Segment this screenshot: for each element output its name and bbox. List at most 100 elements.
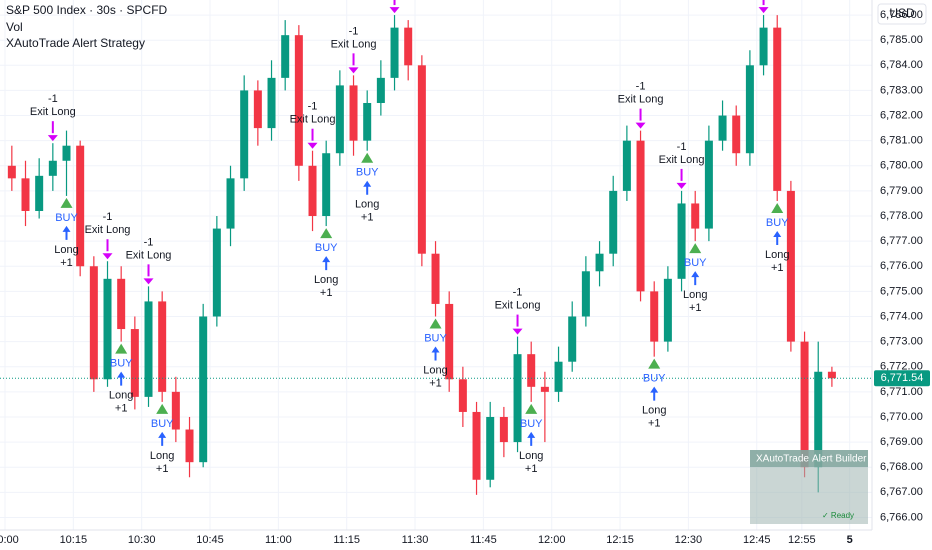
signal-qty: +1 [429,377,442,389]
candle-body [786,190,795,342]
candle-body [568,316,577,362]
exit-marker [676,182,687,189]
candle-body [814,371,823,468]
x-tick-label: 12:30 [675,534,703,546]
signal-qty: -1 [103,211,113,223]
candle-body [185,429,194,463]
signal-qty: +1 [361,212,374,224]
candle-body [158,301,167,392]
exit-marker [307,142,318,149]
candle-body [595,253,604,272]
buy-marker [361,152,374,163]
signal-qty: +1 [689,302,702,314]
signal-qty: -1 [677,141,687,153]
exit-arrow [762,0,765,6]
buy-arrow [650,386,659,401]
candle-body [103,278,112,380]
candle-body [240,90,249,179]
candle-body [704,140,713,229]
buy-arrow [527,431,536,446]
y-tick-label: 6,767.00 [880,486,923,498]
exit-arrow [106,239,109,252]
y-tick-label: 6,775.00 [880,285,923,297]
chart-title: S&P 500 Index · 30s · SPCFD [6,3,168,17]
candle-body [622,140,631,191]
y-tick-label: 6,780.00 [880,160,923,172]
y-tick-label: 6,770.00 [880,411,923,423]
y-tick-label: 6,778.00 [880,210,923,222]
exit-marker [758,7,769,14]
exit-arrow [147,264,150,277]
signal-qty: -1 [513,286,523,298]
candle-body [472,411,481,480]
buy-arrow [773,230,782,245]
y-tick-label: 6,777.00 [880,235,923,247]
candle-body [144,301,153,397]
candle-body [759,27,768,66]
signal-label: Exit Long [85,224,131,236]
currency-button[interactable] [877,3,927,25]
candle-body [800,341,809,468]
buy-label: BUY [643,373,666,385]
buy-label: BUY [151,418,174,430]
candle-body [718,115,727,141]
x-tick-label: 12:00 [538,534,566,546]
candle-body [281,35,290,78]
y-tick-label: 6,783.00 [880,84,923,96]
y-tick-label: 6,772.00 [880,361,923,373]
signal-label: Long [642,405,666,417]
candle-body [363,102,372,141]
candle-body [308,165,317,217]
x-tick-label: 10:15 [60,534,88,546]
candle-body [130,329,139,397]
candle-body [117,278,126,330]
candle-body [732,115,741,154]
signal-label: Exit Long [30,106,76,118]
y-tick-label: 6,771.00 [880,386,923,398]
indicator-name[interactable]: XAutoTrade Alert Strategy [6,36,145,50]
x-tick-label: 11:00 [265,534,292,546]
candle-body [554,361,563,392]
candle-body [445,303,454,380]
candle-body [376,77,385,103]
last-price-label: 6,771.54 [881,372,924,384]
candle-body [527,354,536,387]
candle-body [540,386,549,392]
buy-marker [156,403,169,414]
y-tick-label: 6,776.00 [880,260,923,272]
panel-tab[interactable]: Alert Builder [812,454,867,465]
signal-label: Exit Long [290,114,336,126]
x-tick-label: 10:45 [196,534,224,546]
signal-qty: -1 [636,81,646,93]
alert-panel[interactable]: XAutoTrade Alert Builder ✓ Ready [750,450,868,524]
signal-qty: +1 [60,257,73,269]
exit-arrow [311,128,314,141]
candle-body [335,85,344,154]
candle-body [827,371,836,379]
indicator-name[interactable]: Vol [6,20,23,34]
exit-marker [348,67,359,74]
candle-body [48,160,57,176]
candle-body [21,178,30,211]
price-axis [872,0,932,530]
exit-marker [635,122,646,129]
candle-body [253,90,262,129]
signal-label: Exit Long [495,299,541,311]
candle-body [609,190,618,254]
candle-body [663,278,672,342]
y-tick-label: 6,773.00 [880,336,923,348]
candle-body [458,379,467,412]
signal-label: Long [54,244,78,256]
currency[interactable]: USD [889,6,915,20]
candle-body [76,145,85,267]
signal-label: Exit Long [331,38,377,50]
candle-body [499,416,508,443]
y-tick-label: 6,784.00 [880,59,923,71]
candle-body [267,77,276,129]
signal-qty: +1 [525,463,538,475]
candle-body [581,271,590,317]
candle-body [199,316,208,463]
x-tick-label: 12:15 [606,534,634,546]
buy-label: BUY [356,167,379,179]
